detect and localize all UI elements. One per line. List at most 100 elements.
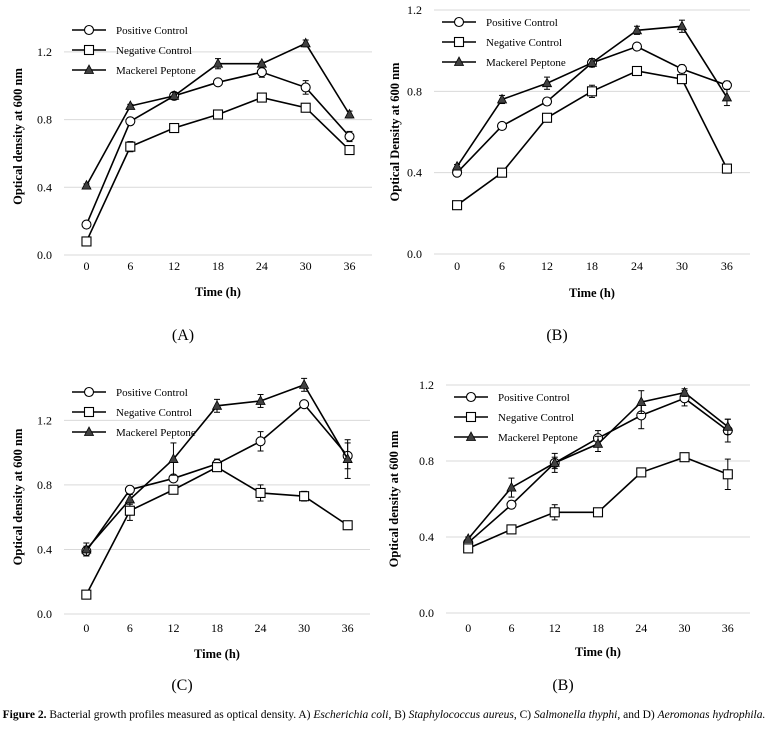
- x-tick-label: 36: [721, 259, 733, 273]
- data-point: [676, 20, 688, 31]
- series-square: [463, 452, 733, 554]
- panel-label: (A): [172, 327, 194, 344]
- data-point: [255, 487, 266, 499]
- data-point: [344, 131, 355, 142]
- x-tick-label: 24: [256, 259, 268, 273]
- data-point: [496, 93, 508, 104]
- data-point: [676, 74, 688, 85]
- data-point: [679, 386, 690, 397]
- x-tick-label: 30: [679, 621, 691, 635]
- data-point: [168, 484, 179, 495]
- legend-marker: [83, 64, 95, 74]
- x-tick-label: 36: [342, 621, 354, 635]
- data-point: [541, 112, 553, 123]
- series-square: [81, 462, 353, 600]
- data-point: [586, 86, 598, 97]
- data-point: [496, 167, 508, 178]
- data-point: [631, 41, 643, 52]
- x-tick-label: 12: [167, 621, 179, 635]
- data-point: [81, 543, 92, 554]
- series-circle: [81, 399, 353, 557]
- legend: Positive Control Negative Control Mackerel…: [72, 24, 196, 77]
- x-axis-label: Time (h): [194, 647, 240, 661]
- y-tick-label: 1.2: [37, 413, 52, 427]
- x-tick-label: 18: [212, 259, 224, 273]
- x-tick-label: 0: [454, 259, 460, 273]
- data-point: [592, 507, 604, 518]
- y-tick-label: 0.4: [407, 166, 422, 180]
- y-tick-label: 1.2: [407, 3, 422, 17]
- data-point: [549, 457, 560, 467]
- data-point: [124, 493, 136, 504]
- series-circle: [81, 66, 355, 230]
- y-tick-label: 0.8: [407, 84, 422, 98]
- data-point: [256, 92, 267, 103]
- y-tick-label: 1.2: [37, 45, 52, 59]
- legend-marker: [453, 56, 465, 66]
- data-point: [125, 141, 136, 152]
- data-point: [636, 467, 647, 478]
- legend-label: Mackerel Peptone: [116, 427, 196, 439]
- data-point: [124, 484, 135, 495]
- chart-a-svg: 0.0 0.4 0.8 1.2 0 6 12 18 24 30 36 Time (h) Optical …: [11, 24, 372, 344]
- x-tick-label: 6: [127, 621, 133, 635]
- data-point: [125, 116, 136, 127]
- legend: Positive Control Negative Control Mackerel…: [72, 386, 196, 439]
- caption-text: Bacterial growth profiles measured as op…: [47, 709, 765, 721]
- data-point: [81, 219, 92, 230]
- chart-d-svg: 0.0 0.4 0.8 1.2 0 6 12 18 24 30 36 Time (h) Optical …: [387, 378, 750, 694]
- y-tick-label: 0.4: [419, 530, 434, 544]
- chart-panel-b-bottom: 0.0 0.4 0.8 1.2 0 6 12 18 24 30 36 Time (h) Optical …: [384, 360, 768, 705]
- data-point: [592, 438, 604, 448]
- data-point: [721, 91, 733, 102]
- legend-marker: [465, 391, 477, 403]
- data-point: [256, 67, 267, 78]
- data-point: [463, 533, 474, 543]
- x-tick-label: 24: [255, 621, 267, 635]
- data-point: [169, 122, 180, 134]
- x-tick-label: 18: [592, 621, 604, 635]
- x-tick-label: 24: [635, 621, 647, 635]
- legend-marker: [83, 406, 95, 418]
- x-tick-label: 0: [465, 621, 471, 635]
- series-triangle: [81, 377, 353, 557]
- y-tick-label: 0.8: [37, 478, 52, 492]
- x-tick-label: 30: [298, 621, 310, 635]
- panel-label: (B): [552, 677, 573, 694]
- data-point: [255, 395, 266, 405]
- x-tick-label: 6: [499, 259, 505, 273]
- data-point: [631, 65, 643, 77]
- x-tick-label: 18: [211, 621, 223, 635]
- data-point: [541, 96, 553, 107]
- data-point: [342, 453, 353, 463]
- data-point: [81, 589, 92, 600]
- legend-label: Negative Control: [486, 37, 562, 49]
- y-tick-label: 0.0: [37, 248, 52, 262]
- data-point: [299, 491, 310, 502]
- x-axis-label: Time (h): [195, 285, 241, 299]
- legend-marker: [83, 44, 95, 56]
- caption-segment: , C): [513, 709, 534, 721]
- data-point: [256, 57, 268, 68]
- y-tick-label: 1.2: [419, 378, 434, 392]
- caption-label: Figure 2.: [2, 709, 47, 721]
- caption-species-name: Escherichia coli: [313, 709, 389, 721]
- data-point: [344, 108, 355, 119]
- caption-species-name: Staphylococcus aureus: [408, 709, 514, 721]
- data-point: [300, 82, 311, 93]
- chart-panel-b-top: 0.0 0.4 0.8 1.2 0 6 12 18 24 30 36 Time (h) Optical …: [384, 0, 768, 355]
- y-tick-label: 0.4: [37, 542, 52, 556]
- data-point: [81, 236, 92, 247]
- legend: Positive Control Negative Control Mackerel…: [454, 391, 578, 444]
- y-tick-label: 0.4: [37, 180, 52, 194]
- data-point: [211, 462, 223, 473]
- data-point: [212, 77, 224, 88]
- chart-panel-a: 0.0 0.4 0.8 1.2 0 6 12 18 24 30 36 Time (h) Optical …: [0, 0, 384, 355]
- legend-marker: [83, 386, 95, 398]
- data-point: [300, 37, 311, 48]
- data-point: [721, 80, 732, 91]
- legend-label: Positive Control: [116, 25, 188, 37]
- x-tick-label: 12: [168, 259, 180, 273]
- y-tick-label: 0.0: [419, 606, 434, 620]
- data-point: [124, 505, 135, 516]
